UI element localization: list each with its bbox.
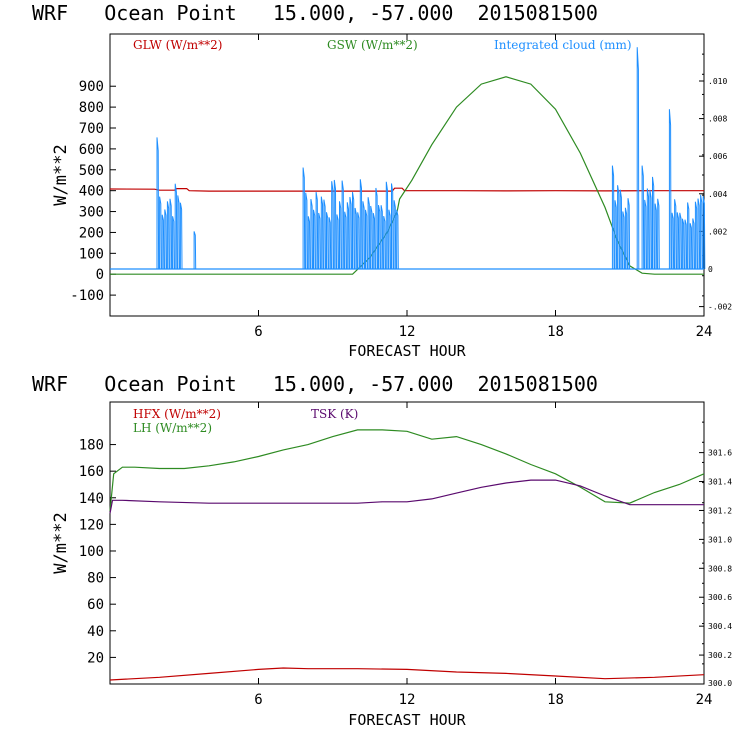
chart-2-legend-hfx: HFX (W/m**2) bbox=[133, 407, 221, 421]
x-tick-label: 24 bbox=[696, 692, 713, 708]
y2-tick-label: .002 bbox=[708, 227, 727, 236]
x-tick-label: 6 bbox=[254, 324, 262, 340]
series-cloud-burst bbox=[302, 167, 399, 270]
series-cloud-burst bbox=[668, 109, 706, 270]
y2-tick-label: .010 bbox=[708, 77, 727, 86]
chart-1-right-axis: -.002 0 .002 .004 .006 .008 .010 bbox=[699, 53, 732, 312]
y2-tick-label: 300.4 bbox=[708, 622, 732, 631]
y2-tick-label: .006 bbox=[708, 152, 727, 161]
chart-2-series bbox=[109, 429, 705, 681]
series-line-lh bbox=[109, 429, 705, 512]
y-tick-label: 180 bbox=[79, 438, 104, 454]
y-tick-label: 100 bbox=[79, 544, 104, 560]
y-tick-label: 140 bbox=[79, 491, 104, 507]
y-tick-label: 200 bbox=[79, 225, 104, 241]
chart-1-y-axis: -100 0 100 200 300 400 500 600 700 800 900 bbox=[70, 79, 116, 304]
chart-2-y-label: W/m**2 bbox=[51, 512, 71, 573]
y2-tick-label: 301.2 bbox=[708, 506, 732, 515]
chart-1-title: WRF Ocean Point 15.000, -57.000 20150815… bbox=[32, 1, 598, 25]
chart-2: WRF Ocean Point 15.000, -57.000 20150815… bbox=[32, 372, 732, 729]
y-tick-label: 800 bbox=[79, 100, 104, 116]
series-cloud-burst bbox=[156, 137, 183, 270]
chart-1-y-label: W/m**2 bbox=[51, 144, 71, 205]
y-tick-label: 40 bbox=[87, 624, 104, 640]
chart-2-right-axis: 300.2 300.4 300.6 300.8 301.0 301.2 301.4 301.6… bbox=[699, 421, 732, 688]
y2-tick-label: 301.6 bbox=[708, 449, 732, 458]
y-tick-label: 160 bbox=[79, 464, 104, 480]
y2-tick-label: 300.0 bbox=[708, 679, 732, 688]
y-tick-label: 600 bbox=[79, 142, 104, 158]
series-cloud-burst bbox=[611, 165, 631, 270]
chart-2-legend-tsk: TSK (K) bbox=[311, 407, 358, 421]
chart-2-y-axis: 20 40 60 80 100 120 140 160 180 bbox=[79, 438, 116, 666]
chart-1-x-label: FORECAST HOUR bbox=[348, 342, 466, 360]
y-tick-label: 0 bbox=[96, 267, 104, 283]
chart-1-legend-glw: GLW (W/m**2) bbox=[133, 38, 222, 52]
x-tick-label: 24 bbox=[696, 324, 713, 340]
y-tick-label: 120 bbox=[79, 517, 104, 533]
y-tick-label: 80 bbox=[87, 571, 104, 587]
y-tick-label: 500 bbox=[79, 163, 104, 179]
y2-tick-label: -.002 bbox=[708, 303, 732, 312]
chart-2-plot-frame bbox=[109, 401, 705, 685]
chart-2-x-label: FORECAST HOUR bbox=[348, 711, 466, 729]
y-tick-label: 100 bbox=[79, 246, 104, 262]
chart-1-series bbox=[109, 47, 706, 275]
x-tick-label: 6 bbox=[254, 692, 262, 708]
y-tick-label: 700 bbox=[79, 121, 104, 137]
x-tick-label: 18 bbox=[547, 324, 564, 340]
y2-tick-label: 300.2 bbox=[708, 651, 732, 660]
y-tick-label: -100 bbox=[70, 288, 104, 304]
series-cloud-burst bbox=[641, 165, 660, 270]
chart-2-title: WRF Ocean Point 15.000, -57.000 20150815… bbox=[32, 372, 598, 396]
y-tick-label: 60 bbox=[87, 597, 104, 613]
y-tick-label: 900 bbox=[79, 79, 104, 95]
y-tick-label: 400 bbox=[79, 184, 104, 200]
y2-tick-label: .004 bbox=[708, 190, 727, 199]
series-cloud-burst bbox=[636, 47, 640, 270]
chart-1: WRF Ocean Point 15.000, -57.000 20150815… bbox=[32, 1, 732, 360]
chart-1-legend-gsw: GSW (W/m**2) bbox=[327, 38, 418, 52]
series-line-tsk bbox=[109, 479, 704, 514]
x-tick-label: 12 bbox=[399, 692, 416, 708]
chart-1-x-axis: 6 12 18 24 bbox=[254, 34, 712, 340]
x-tick-label: 18 bbox=[547, 692, 564, 708]
chart-2-legend-lh: LH (W/m**2) bbox=[133, 421, 212, 435]
y-tick-label: 20 bbox=[87, 650, 104, 666]
y-tick-label: 300 bbox=[79, 205, 104, 221]
chart-2-x-axis: 6 12 18 24 bbox=[254, 402, 712, 708]
series-cloud-burst bbox=[193, 231, 197, 270]
x-tick-label: 12 bbox=[399, 324, 416, 340]
y2-tick-label: 300.6 bbox=[708, 593, 732, 602]
y2-tick-label: 0 bbox=[708, 265, 713, 274]
y2-tick-label: 300.8 bbox=[708, 564, 732, 573]
y2-tick-label: .008 bbox=[708, 115, 727, 124]
series-line-hfx bbox=[109, 667, 705, 681]
y2-tick-label: 301.0 bbox=[708, 535, 732, 544]
chart-1-legend-cloud: Integrated cloud (mm) bbox=[494, 38, 632, 52]
y2-tick-label: 301.4 bbox=[708, 478, 732, 487]
